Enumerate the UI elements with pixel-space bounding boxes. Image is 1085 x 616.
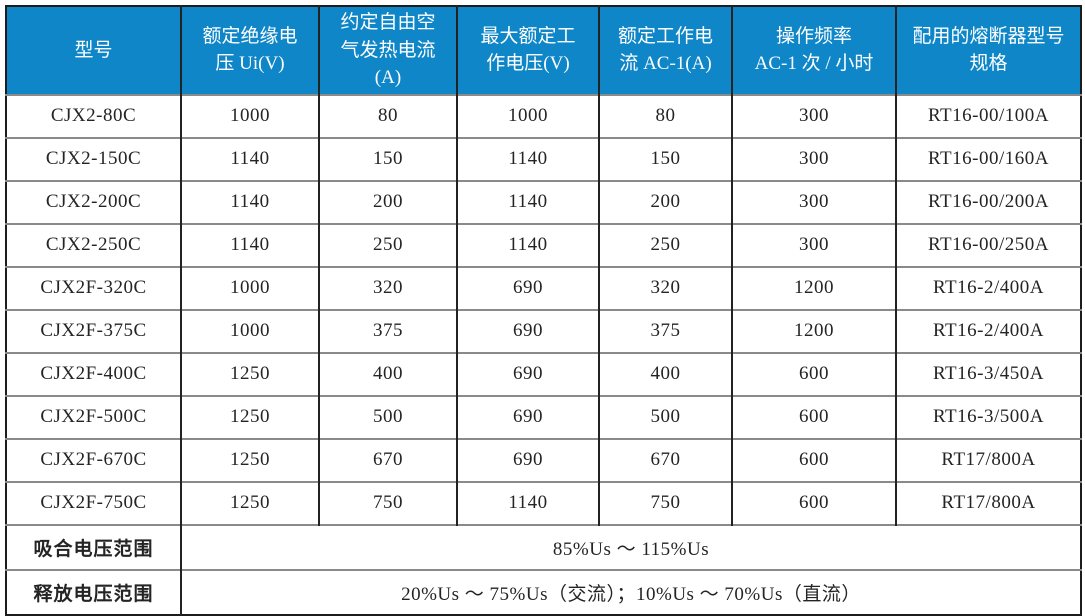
- table-cell: 1250: [180, 480, 319, 525]
- table-cell: 670: [318, 437, 457, 482]
- table-cell: 1140: [180, 222, 319, 267]
- table-cell: RT16-00/100A: [895, 93, 1081, 138]
- table-cell: 1140: [180, 179, 319, 224]
- footer-label: 释放电压范围: [6, 568, 181, 615]
- table-cell: 300: [731, 179, 896, 224]
- table-cell: 1250: [180, 394, 319, 439]
- model-cell: CJX2F-670C: [6, 437, 181, 482]
- table-row: CJX2-200C 1140 200 1140 200 300 RT16-00/200A: [6, 179, 1081, 224]
- table-cell: 600: [731, 351, 896, 396]
- header-cell-col2: 额定绝缘电 压 Ui(V): [180, 6, 319, 95]
- table-cell: RT16-00/160A: [895, 136, 1081, 181]
- table-cell: 690: [456, 437, 599, 482]
- table-cell: 690: [456, 394, 599, 439]
- header-row: 型号 额定绝缘电 压 Ui(V) 约定自由空 气发热电流 (A) 最大额定工 作电压(…: [6, 6, 1081, 95]
- header-cell-col7: 配用的熔断器型号 规格: [895, 6, 1081, 95]
- table-cell: 600: [731, 480, 896, 525]
- table-cell: RT16-00/250A: [895, 222, 1081, 267]
- table-cell: 400: [598, 351, 732, 396]
- table-cell: 320: [598, 265, 732, 310]
- table-cell: 300: [731, 93, 896, 138]
- table-body: CJX2-80C 1000 80 1000 80 300 RT16-00/100A CJX2-…: [6, 93, 1081, 525]
- table-cell: 1140: [456, 480, 599, 525]
- footer-row: 释放电压范围 20%Us ～ 75%Us（交流）；10%Us ～ 70%Us（直流…: [6, 568, 1081, 615]
- footer-row: 吸合电压范围 85%Us ～ 115%Us: [6, 523, 1081, 570]
- table-cell: RT17/800A: [895, 437, 1081, 482]
- model-cell: CJX2-150C: [6, 136, 181, 181]
- table-cell: 250: [598, 222, 732, 267]
- model-cell: CJX2F-500C: [6, 394, 181, 439]
- table-cell: 1000: [180, 265, 319, 310]
- table-cell: 750: [318, 480, 457, 525]
- table-cell: RT16-2/400A: [895, 265, 1081, 310]
- table-cell: 250: [318, 222, 457, 267]
- table-cell: 200: [318, 179, 457, 224]
- table-cell: 320: [318, 265, 457, 310]
- contactor-spec-table: 型号 额定绝缘电 压 Ui(V) 约定自由空 气发热电流 (A) 最大额定工 作电压(…: [5, 5, 1082, 616]
- model-cell: CJX2-200C: [6, 179, 181, 224]
- table-header: 型号 额定绝缘电 压 Ui(V) 约定自由空 气发热电流 (A) 最大额定工 作电压(…: [6, 6, 1081, 95]
- table-cell: 600: [731, 394, 896, 439]
- header-cell-col5: 额定工作电 流 AC-1(A): [598, 6, 732, 95]
- table-cell: RT16-3/500A: [895, 394, 1081, 439]
- table-cell: 1000: [180, 308, 319, 353]
- table-cell: 200: [598, 179, 732, 224]
- table-cell: 150: [318, 136, 457, 181]
- model-cell: CJX2F-750C: [6, 480, 181, 525]
- table-cell: 670: [598, 437, 732, 482]
- footer-value: 20%Us ～ 75%Us（交流）；10%Us ～ 70%Us（直流）: [180, 568, 1081, 615]
- model-cell: CJX2-250C: [6, 222, 181, 267]
- table-cell: 1250: [180, 351, 319, 396]
- table-cell: 300: [731, 222, 896, 267]
- table-row: CJX2F-750C 1250 750 1140 750 600 RT17/800A: [6, 480, 1081, 525]
- table-cell: 1140: [180, 136, 319, 181]
- table-cell: 375: [598, 308, 732, 353]
- table-cell: 600: [731, 437, 896, 482]
- table-cell: 1140: [456, 222, 599, 267]
- table-cell: 690: [456, 265, 599, 310]
- table-cell: 1250: [180, 437, 319, 482]
- table-cell: 80: [598, 93, 732, 138]
- table-cell: 1140: [456, 136, 599, 181]
- header-cell-col1: 型号: [6, 6, 181, 95]
- table-row: CJX2F-670C 1250 670 690 670 600 RT17/800A: [6, 437, 1081, 482]
- table-cell: RT16-3/450A: [895, 351, 1081, 396]
- table-row: CJX2-80C 1000 80 1000 80 300 RT16-00/100A: [6, 93, 1081, 138]
- model-cell: CJX2F-375C: [6, 308, 181, 353]
- model-cell: CJX2F-400C: [6, 351, 181, 396]
- table-cell: RT16-2/400A: [895, 308, 1081, 353]
- table-cell: 690: [456, 351, 599, 396]
- model-cell: CJX2F-320C: [6, 265, 181, 310]
- table-footer: 吸合电压范围 85%Us ～ 115%Us 释放电压范围 20%Us ～ 75%Us（…: [6, 523, 1081, 615]
- table-row: CJX2F-320C 1000 320 690 320 1200 RT16-2/400A: [6, 265, 1081, 310]
- header-cell-col3: 约定自由空 气发热电流 (A): [318, 6, 457, 95]
- table-row: CJX2F-375C 1000 375 690 375 1200 RT16-2/400A: [6, 308, 1081, 353]
- table-row: CJX2F-400C 1250 400 690 400 600 RT16-3/450A: [6, 351, 1081, 396]
- footer-value: 85%Us ～ 115%Us: [180, 523, 1081, 570]
- table-cell: 1000: [180, 93, 319, 138]
- header-cell-col6: 操作频率 AC-1 次 / 小时: [731, 6, 896, 95]
- footer-label: 吸合电压范围: [6, 523, 181, 570]
- table-cell: 400: [318, 351, 457, 396]
- table-cell: 500: [598, 394, 732, 439]
- table-cell: 500: [318, 394, 457, 439]
- table-cell: 1140: [456, 179, 599, 224]
- table-cell: 1200: [731, 265, 896, 310]
- table-row: CJX2-150C 1140 150 1140 150 300 RT16-00/160A: [6, 136, 1081, 181]
- table-cell: 690: [456, 308, 599, 353]
- table-cell: 375: [318, 308, 457, 353]
- model-cell: CJX2-80C: [6, 93, 181, 138]
- table-cell: 1200: [731, 308, 896, 353]
- table-cell: 1000: [456, 93, 599, 138]
- table-cell: 300: [731, 136, 896, 181]
- table-cell: RT17/800A: [895, 480, 1081, 525]
- table-cell: RT16-00/200A: [895, 179, 1081, 224]
- header-cell-col4: 最大额定工 作电压(V): [456, 6, 599, 95]
- table-cell: 80: [318, 93, 457, 138]
- table-cell: 750: [598, 480, 732, 525]
- table-cell: 150: [598, 136, 732, 181]
- table-row: CJX2F-500C 1250 500 690 500 600 RT16-3/500A: [6, 394, 1081, 439]
- table-row: CJX2-250C 1140 250 1140 250 300 RT16-00/250A: [6, 222, 1081, 267]
